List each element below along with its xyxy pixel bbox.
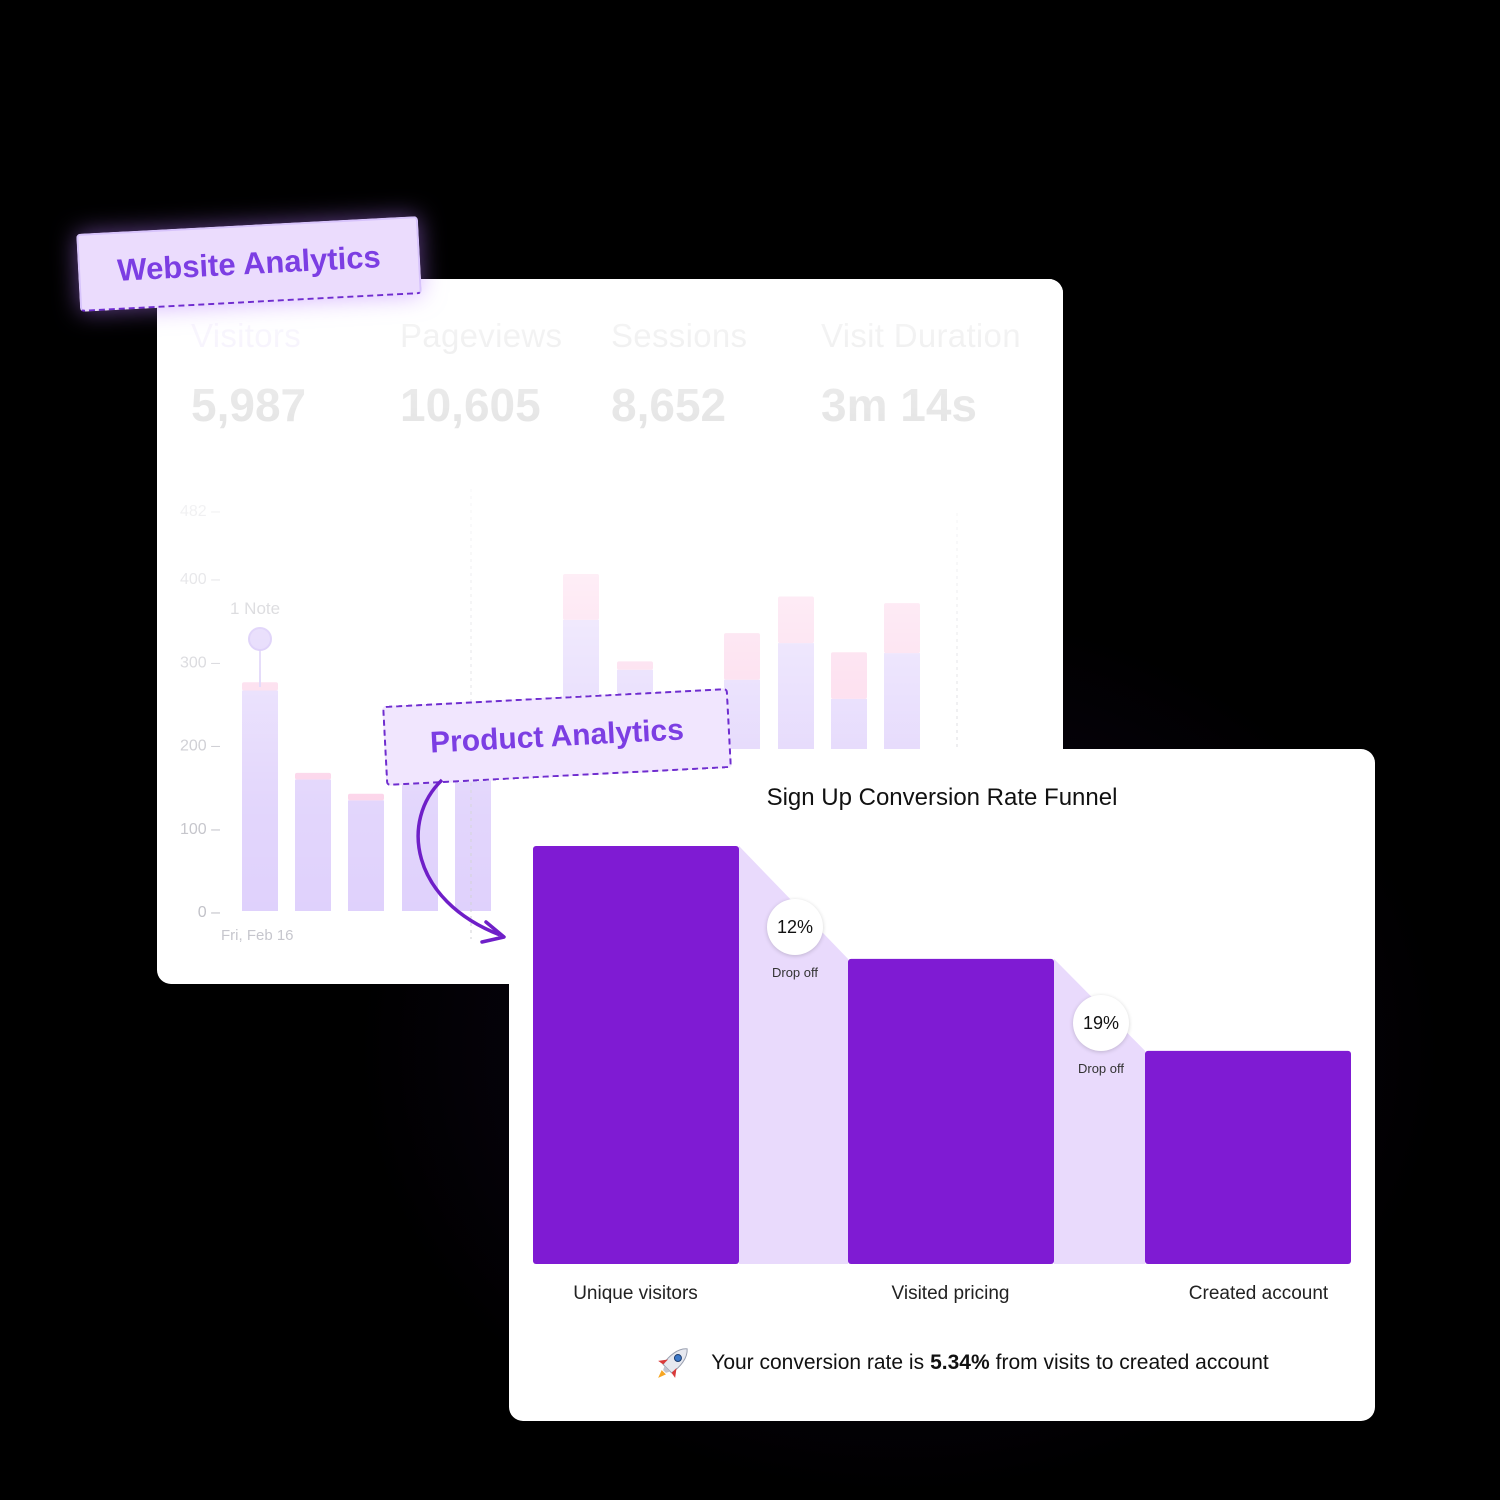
stage-label-created-account: Created account xyxy=(1188,1283,1329,1304)
summary-suffix: from visits to created account xyxy=(995,1351,1269,1374)
bar-segment xyxy=(617,661,653,670)
y-tick-label: 482 – xyxy=(180,503,220,520)
stage-label-visited-pricing: Visited pricing xyxy=(891,1283,1010,1304)
drop-off-caption: Drop off xyxy=(1077,1061,1124,1076)
bar-segment xyxy=(778,596,814,644)
curved-arrow-icon xyxy=(416,778,506,944)
funnel-title: Sign Up Conversion Rate Funnel xyxy=(766,784,1118,811)
bar-visitors xyxy=(348,800,384,911)
funnel-bar xyxy=(848,958,1054,1264)
bar-segment xyxy=(563,574,599,620)
bar-visitors xyxy=(295,779,331,911)
bar-segment xyxy=(295,772,331,780)
summary-rate: 5.34% xyxy=(930,1351,990,1374)
funnel-connector xyxy=(739,846,848,1264)
drop-off-value: 19% xyxy=(1073,995,1129,1051)
bar-segment xyxy=(724,633,760,680)
note-label: 1 Note xyxy=(230,599,280,618)
y-tick-label: 100 – xyxy=(180,821,220,838)
y-tick-label: 0 – xyxy=(198,904,220,921)
bar-segment xyxy=(831,652,867,699)
funnel-chart xyxy=(533,846,1351,1264)
funnel-card: Sign Up Conversion Rate Funnel Unique vi… xyxy=(509,749,1375,1421)
summary-prefix: Your conversion rate is xyxy=(711,1351,925,1374)
funnel-bar xyxy=(1145,1050,1351,1264)
conversion-summary: Your conversion rate is 5.34% from visit… xyxy=(609,1339,1309,1387)
rocket-icon xyxy=(658,1348,688,1378)
bar-visitors xyxy=(242,690,278,911)
stage-label-unique-visitors: Unique visitors xyxy=(573,1283,698,1304)
drop-off-1: 12% Drop off xyxy=(765,899,825,980)
drop-off-2: 19% Drop off xyxy=(1071,995,1131,1076)
x-tick-label: Fri, Feb 16 xyxy=(221,927,294,944)
bar-segment xyxy=(884,603,920,654)
y-tick-label: 300 – xyxy=(180,654,220,671)
y-tick-label: 400 – xyxy=(180,571,220,588)
funnel-bar xyxy=(533,846,739,1264)
drop-off-value: 12% xyxy=(767,899,823,955)
y-tick-label: 200 – xyxy=(180,738,220,755)
bar-segment xyxy=(348,793,384,801)
note-pin-icon xyxy=(248,627,272,651)
drop-off-caption: Drop off xyxy=(771,965,818,980)
